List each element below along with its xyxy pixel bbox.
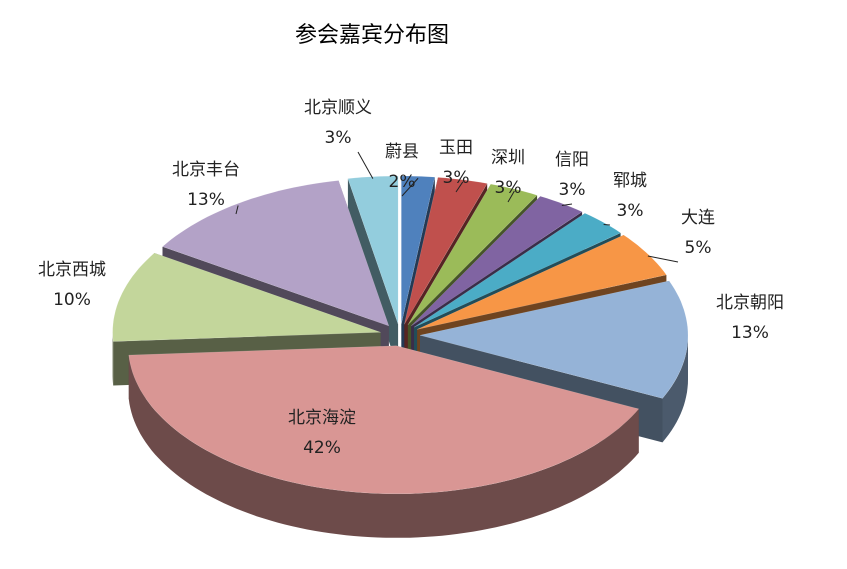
leader-line [455,181,464,193]
leader-line [401,177,419,197]
category-label: 玉田 [439,138,473,158]
chart-title: 参会嘉宾分布图 [295,23,449,48]
slice [413,212,622,328]
value-label: 3% [325,128,352,148]
leader-line [507,190,515,203]
category-label: 信阳 [555,150,589,170]
value-label: 13% [731,323,769,343]
leader-line [647,255,679,263]
slice [112,252,381,342]
value-label: 5% [685,238,712,258]
slice [404,177,488,325]
category-label: 北京丰台 [172,160,240,180]
value-label: 3% [495,178,522,198]
slice [128,345,640,495]
category-label: 北京顺义 [304,98,372,118]
slice-wall [662,335,688,443]
value-label: 42% [303,438,341,458]
value-label: 3% [617,201,644,221]
slice [401,175,436,325]
slice [417,234,667,330]
slice [419,280,689,399]
slice-wall [112,332,114,386]
category-label: 北京西城 [38,260,106,280]
leader-line [357,151,374,179]
value-label: 10% [53,290,91,310]
slice [411,195,583,327]
leader-line [561,203,573,206]
value-label: 13% [187,190,225,210]
slice [407,183,538,326]
category-label: 深圳 [491,148,525,168]
category-label: 北京海淀 [288,408,356,428]
category-label: 蔚县 [385,142,419,162]
value-label: 3% [443,168,470,188]
category-label: 大连 [681,208,715,228]
category-label: 郓城 [613,171,647,191]
value-label: 2% [389,172,416,192]
leader-line [235,205,239,215]
slice-wall [128,355,639,538]
slice [347,175,399,325]
category-label: 北京朝阳 [716,293,784,313]
slice [162,180,390,327]
value-label: 3% [559,180,586,200]
